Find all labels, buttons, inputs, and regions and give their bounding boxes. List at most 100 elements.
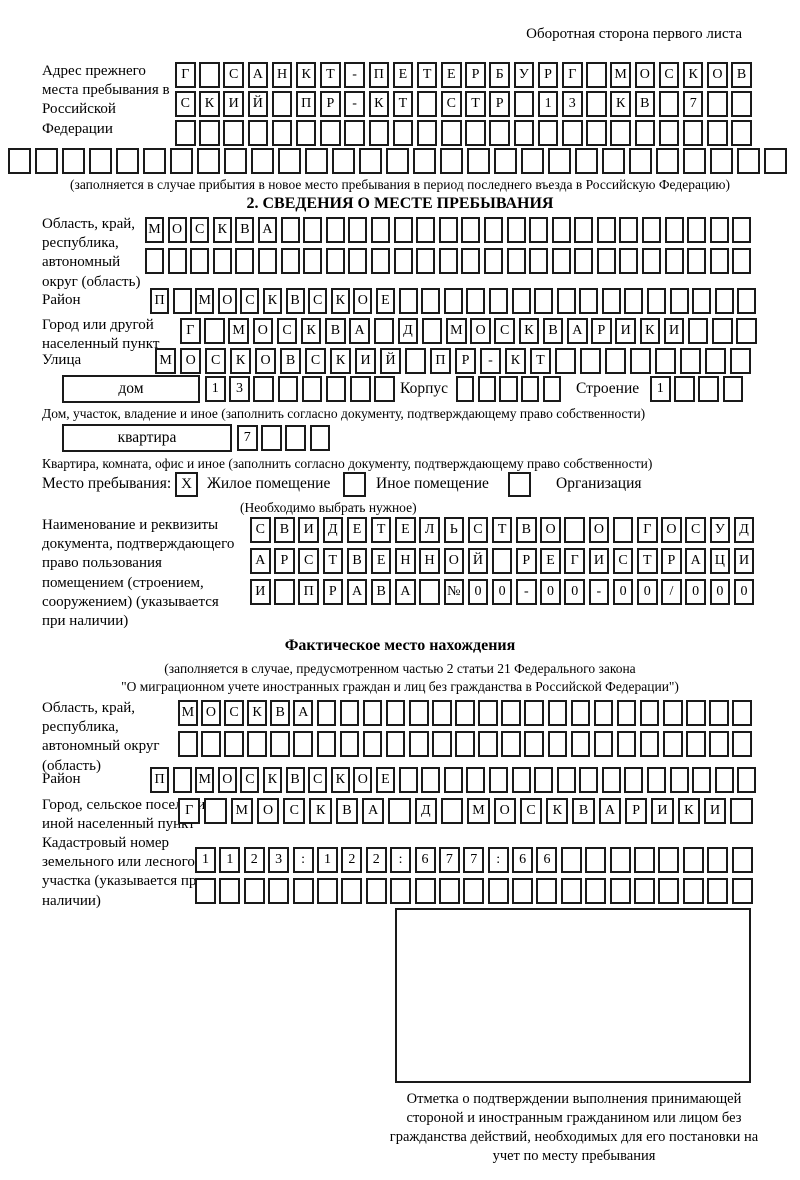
char-box[interactable]: 0 xyxy=(685,579,706,605)
char-box[interactable]: Ь xyxy=(443,517,464,543)
char-box[interactable] xyxy=(292,878,314,904)
char-box[interactable]: Н xyxy=(395,548,416,574)
char-box[interactable]: 7 xyxy=(682,91,704,117)
char-box[interactable]: К xyxy=(330,767,350,793)
char-box[interactable]: Т xyxy=(370,517,392,543)
char-box[interactable] xyxy=(438,878,460,904)
char-box[interactable] xyxy=(212,248,232,274)
char-box[interactable]: Г xyxy=(180,318,201,344)
char-box[interactable] xyxy=(570,731,591,757)
char-box[interactable]: Е xyxy=(346,517,368,543)
char-box[interactable]: Й xyxy=(247,91,269,117)
char-box[interactable]: А xyxy=(346,579,368,605)
char-box[interactable] xyxy=(301,376,323,402)
char-box[interactable]: Г xyxy=(564,548,585,574)
char-box[interactable]: 1 xyxy=(316,847,338,873)
char-box[interactable]: М xyxy=(230,798,253,824)
char-box[interactable] xyxy=(223,120,244,146)
char-box[interactable] xyxy=(316,878,338,904)
char-box[interactable]: С xyxy=(204,348,227,374)
char-box[interactable] xyxy=(463,878,485,904)
char-box[interactable]: 7 xyxy=(237,425,258,451)
char-box[interactable]: 2 xyxy=(365,847,387,873)
char-box[interactable] xyxy=(547,731,568,757)
char-box[interactable] xyxy=(89,148,112,174)
char-box[interactable] xyxy=(432,700,452,726)
char-box[interactable]: Т xyxy=(491,517,513,543)
char-box[interactable] xyxy=(62,148,85,174)
char-box[interactable] xyxy=(8,148,31,174)
char-box[interactable]: Р xyxy=(537,62,559,88)
char-box[interactable] xyxy=(172,288,192,314)
char-box[interactable] xyxy=(489,120,510,146)
char-box[interactable]: О xyxy=(588,517,610,543)
char-box[interactable] xyxy=(478,700,498,726)
char-box[interactable]: О xyxy=(201,700,221,726)
char-box[interactable]: В xyxy=(325,318,346,344)
residence-checkbox-organization[interactable] xyxy=(508,472,531,497)
char-box[interactable] xyxy=(271,91,293,117)
char-box[interactable]: : xyxy=(390,847,412,873)
actual-region-row-2[interactable] xyxy=(178,731,755,757)
char-box[interactable] xyxy=(658,91,680,117)
char-box[interactable] xyxy=(585,878,607,904)
char-box[interactable] xyxy=(536,878,558,904)
char-box[interactable] xyxy=(143,148,166,174)
char-box[interactable]: О xyxy=(443,548,464,574)
char-box[interactable] xyxy=(731,120,752,146)
char-box[interactable] xyxy=(579,767,599,793)
char-box[interactable]: 1 xyxy=(650,376,671,402)
char-box[interactable] xyxy=(669,288,689,314)
char-box[interactable]: К xyxy=(504,348,527,374)
char-box[interactable] xyxy=(686,700,706,726)
char-box[interactable] xyxy=(339,700,360,726)
char-box[interactable] xyxy=(224,731,244,757)
char-box[interactable] xyxy=(731,91,752,117)
char-box[interactable] xyxy=(596,248,616,274)
char-box[interactable] xyxy=(687,318,709,344)
char-box[interactable] xyxy=(494,148,517,174)
char-box[interactable]: / xyxy=(661,579,682,605)
char-box[interactable]: О xyxy=(353,767,373,793)
char-box[interactable]: Т xyxy=(392,91,414,117)
char-box[interactable]: 7 xyxy=(438,847,460,873)
char-box[interactable]: Г xyxy=(562,62,583,88)
char-box[interactable]: 1 xyxy=(195,847,216,873)
char-box[interactable] xyxy=(393,248,413,274)
residence-checkbox-dwelling[interactable]: X xyxy=(175,472,198,497)
char-box[interactable] xyxy=(243,878,265,904)
char-box[interactable]: № xyxy=(443,579,464,605)
char-box[interactable] xyxy=(257,248,277,274)
char-box[interactable] xyxy=(398,767,418,793)
char-box[interactable] xyxy=(586,62,607,88)
char-box[interactable] xyxy=(277,376,299,402)
char-box[interactable]: : xyxy=(292,847,314,873)
char-box[interactable]: С xyxy=(240,767,260,793)
char-box[interactable] xyxy=(320,120,341,146)
char-box[interactable]: 0 xyxy=(709,579,731,605)
char-box[interactable]: К xyxy=(677,798,700,824)
char-box[interactable]: В xyxy=(274,517,295,543)
char-box[interactable] xyxy=(731,847,753,873)
char-box[interactable]: 0 xyxy=(733,579,755,605)
char-box[interactable]: О xyxy=(493,798,516,824)
char-box[interactable]: Е xyxy=(370,548,392,574)
char-box[interactable] xyxy=(737,148,760,174)
char-box[interactable] xyxy=(658,120,680,146)
char-box[interactable]: О xyxy=(167,217,187,243)
char-box[interactable] xyxy=(477,376,496,402)
char-box[interactable] xyxy=(116,148,139,174)
char-box[interactable]: П xyxy=(150,288,169,314)
char-box[interactable] xyxy=(483,248,503,274)
char-box[interactable] xyxy=(488,288,508,314)
char-box[interactable] xyxy=(574,217,594,243)
char-box[interactable] xyxy=(204,798,227,824)
char-box[interactable] xyxy=(373,318,394,344)
char-box[interactable]: П xyxy=(150,767,169,793)
char-box[interactable]: А xyxy=(349,318,370,344)
char-box[interactable] xyxy=(619,248,639,274)
char-box[interactable] xyxy=(579,288,599,314)
char-box[interactable] xyxy=(35,148,58,174)
